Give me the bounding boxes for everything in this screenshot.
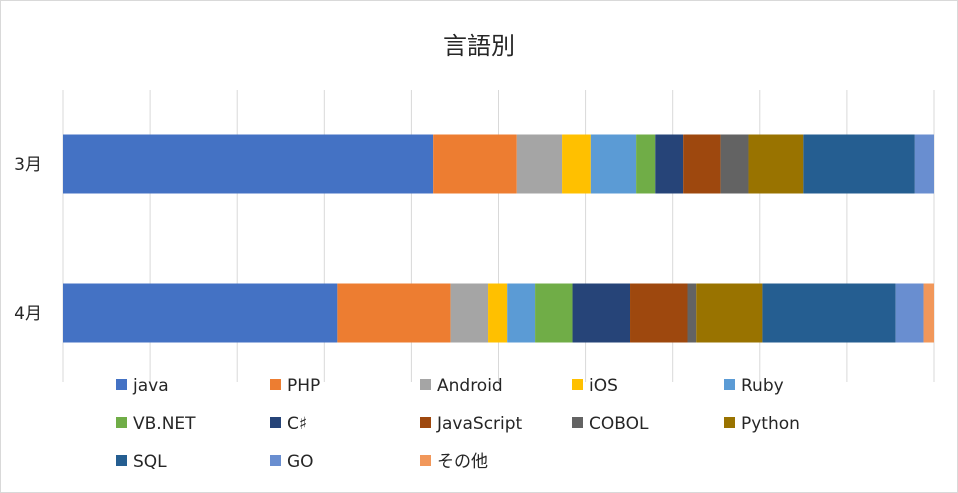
legend-label: PHP xyxy=(287,376,320,396)
bar-segment xyxy=(63,283,338,343)
category-tick-label: 3月 xyxy=(14,155,42,175)
legend-swatch xyxy=(270,379,281,390)
bar-segment xyxy=(516,134,563,194)
bar-segment xyxy=(337,283,451,343)
legend-label: Ruby xyxy=(741,376,784,396)
bar-segment xyxy=(535,283,573,343)
legend-label: その他 xyxy=(437,452,488,472)
bar-segment xyxy=(803,134,915,194)
legend-label: VB.NET xyxy=(133,414,196,434)
legend-swatch xyxy=(270,417,281,428)
bar-segment xyxy=(572,283,631,343)
bar-segment xyxy=(895,283,924,343)
bar-segment xyxy=(636,134,656,194)
category-tick-label: 4月 xyxy=(14,304,42,324)
legend-swatch xyxy=(724,417,735,428)
legend-swatch xyxy=(270,455,281,466)
bar-segment xyxy=(923,283,934,343)
bar-segment xyxy=(696,283,763,343)
legend-swatch xyxy=(420,379,431,390)
legend-swatch xyxy=(116,455,127,466)
legend-label: GO xyxy=(287,452,314,472)
legend: java PHP Android iOS Ruby VB.NET C♯ JavaScript C… xyxy=(116,376,800,472)
bar-segment xyxy=(630,283,688,343)
legend-swatch xyxy=(724,379,735,390)
bar-segment xyxy=(720,134,749,194)
bar-segment xyxy=(488,283,508,343)
legend-label: iOS xyxy=(589,376,618,396)
bar-segment xyxy=(507,283,536,343)
legend-label: Android xyxy=(437,376,503,396)
legend-swatch xyxy=(572,417,583,428)
bar-segment xyxy=(914,134,934,194)
chart-title: 言語別 xyxy=(443,32,515,60)
bar-segment xyxy=(450,283,489,343)
bar-segment xyxy=(683,134,721,194)
bar-segment xyxy=(590,134,637,194)
legend-label: Python xyxy=(741,414,800,434)
legend-label: java xyxy=(132,376,169,396)
legend-label: COBOL xyxy=(589,414,649,434)
legend-swatch xyxy=(420,455,431,466)
bar-segment xyxy=(433,134,517,194)
legend-swatch xyxy=(572,379,583,390)
legend-label: JavaScript xyxy=(436,414,523,434)
legend-swatch xyxy=(420,417,431,428)
bar-segment xyxy=(762,283,896,343)
bar-segment xyxy=(748,134,804,194)
category-labels: 3月 4月 xyxy=(14,155,42,324)
bar-segment xyxy=(655,134,684,194)
legend-label: SQL xyxy=(133,452,167,472)
bars xyxy=(63,134,934,343)
bar-segment xyxy=(63,134,434,194)
legend-swatch xyxy=(116,417,127,428)
bar-segment xyxy=(687,283,697,343)
legend-swatch xyxy=(116,379,127,390)
legend-label: C♯ xyxy=(287,414,307,434)
bar-segment xyxy=(562,134,591,194)
